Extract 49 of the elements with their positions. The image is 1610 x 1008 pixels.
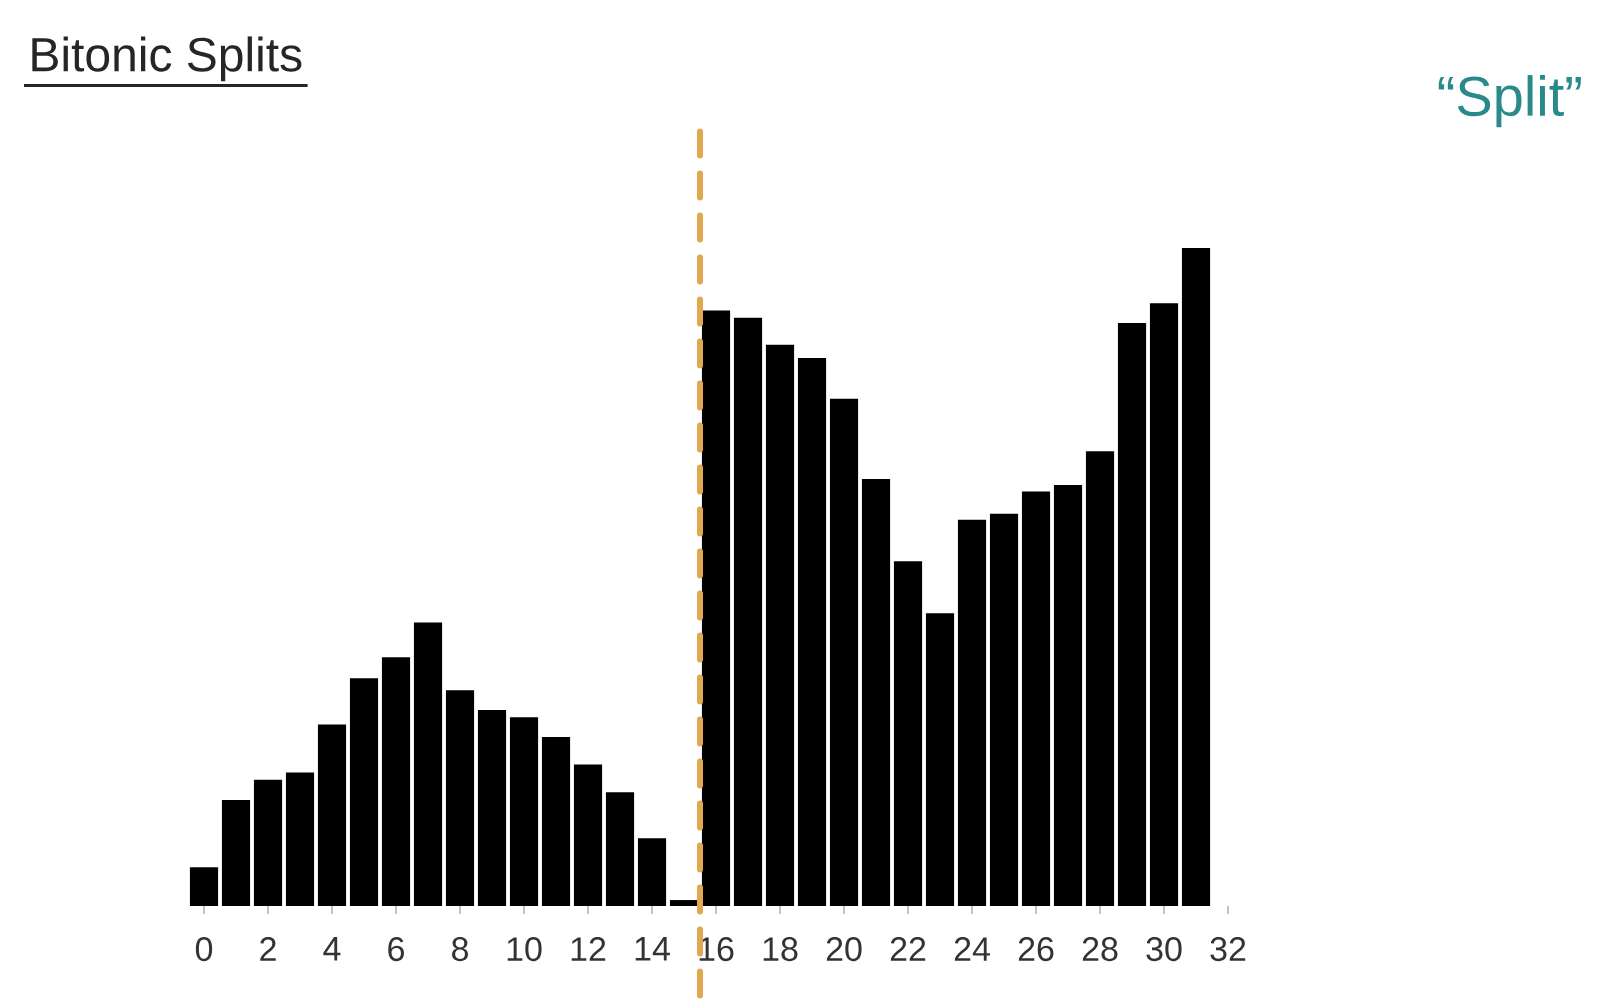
bar: [829, 398, 859, 906]
bar: [797, 357, 827, 906]
bar: [477, 709, 507, 906]
x-tick-label: 20: [826, 937, 862, 962]
bar: [989, 513, 1019, 906]
bar: [189, 867, 219, 906]
x-tick-label: 0: [195, 937, 213, 962]
bar: [285, 772, 315, 906]
bar: [509, 717, 539, 906]
x-tick-label: 30: [1146, 937, 1182, 962]
x-tick-label: 6: [388, 937, 404, 962]
x-tick-label: 32: [1210, 937, 1246, 962]
text: “Split”: [1438, 75, 1581, 128]
x-tick-label: 4: [323, 937, 341, 961]
bar: [349, 678, 379, 906]
bar: [413, 622, 443, 906]
x-tick-label: 10: [507, 937, 542, 962]
bar: [1053, 484, 1083, 906]
bar: [573, 764, 603, 906]
x-tick-label: 14: [635, 937, 670, 961]
bar: [893, 561, 923, 906]
bar: [669, 900, 699, 906]
x-tick-label: 22: [890, 937, 926, 961]
bar: [445, 690, 475, 906]
bar: [733, 317, 763, 906]
bar: [1021, 491, 1051, 906]
bar: [605, 792, 635, 906]
bar: [317, 724, 347, 906]
bar: [381, 657, 411, 906]
chart-title: Bitonic Splits: [32, 36, 302, 82]
x-tick-label: 28: [1082, 937, 1118, 962]
x-tick-label: 24: [954, 937, 990, 961]
bar: [253, 779, 283, 906]
bar: [765, 344, 795, 906]
bar: [861, 478, 891, 906]
bar: [925, 613, 955, 906]
bar: [541, 736, 571, 906]
x-tick-label: 2: [260, 937, 276, 961]
x-tick-label: 18: [763, 937, 798, 962]
bar: [221, 800, 251, 906]
x-tick-label: 8: [452, 937, 468, 962]
bar: [1085, 451, 1115, 906]
x-tick-label: 12: [571, 937, 606, 961]
x-tick-label: 26: [1018, 937, 1054, 962]
bar: [637, 838, 667, 906]
bar: [1149, 303, 1179, 906]
bar: [1181, 248, 1211, 906]
bar: [1117, 323, 1147, 906]
bar: [957, 519, 987, 906]
